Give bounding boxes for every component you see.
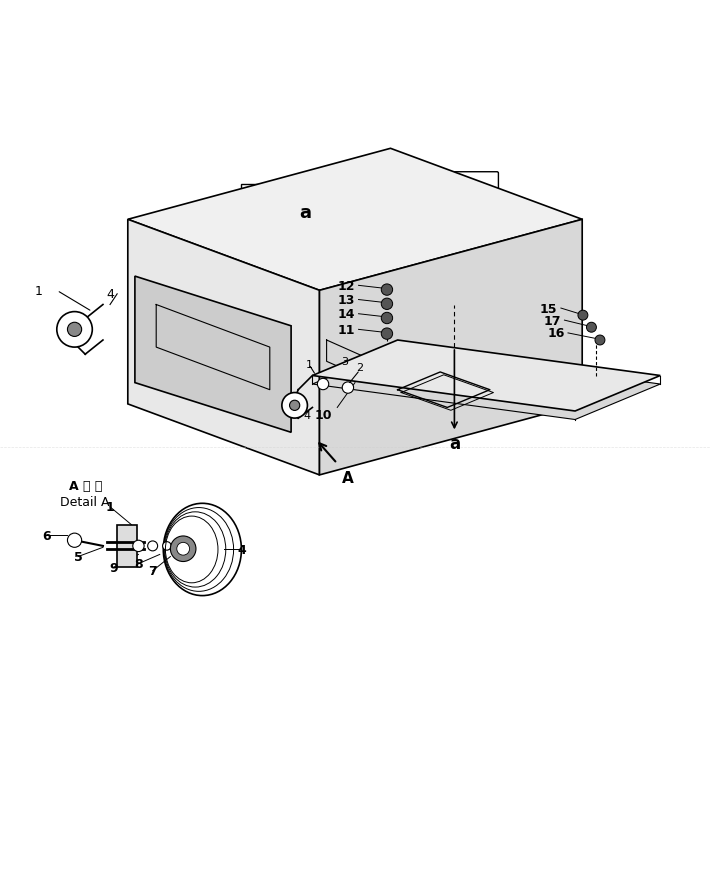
Text: 8: 8 bbox=[134, 558, 143, 570]
Circle shape bbox=[381, 313, 393, 325]
Text: Detail A: Detail A bbox=[60, 495, 110, 508]
Text: 2: 2 bbox=[356, 363, 364, 373]
Text: 13: 13 bbox=[338, 294, 355, 307]
Text: 12: 12 bbox=[337, 280, 355, 292]
Polygon shape bbox=[128, 220, 320, 476]
Text: 4: 4 bbox=[303, 410, 310, 420]
Circle shape bbox=[317, 379, 329, 391]
Text: 3: 3 bbox=[341, 357, 348, 367]
Polygon shape bbox=[312, 350, 660, 420]
Circle shape bbox=[177, 543, 190, 555]
Text: 5: 5 bbox=[74, 551, 82, 563]
Circle shape bbox=[290, 401, 300, 411]
Text: 4: 4 bbox=[237, 544, 246, 556]
FancyBboxPatch shape bbox=[368, 173, 442, 193]
Bar bbox=[117, 525, 137, 568]
Text: 14: 14 bbox=[337, 308, 355, 321]
Circle shape bbox=[282, 393, 307, 418]
Text: 9: 9 bbox=[109, 561, 118, 574]
Circle shape bbox=[381, 329, 393, 340]
Circle shape bbox=[586, 323, 596, 333]
Circle shape bbox=[67, 534, 82, 548]
Ellipse shape bbox=[163, 503, 241, 596]
Circle shape bbox=[178, 543, 185, 550]
Polygon shape bbox=[312, 341, 660, 411]
Text: 1: 1 bbox=[35, 284, 43, 298]
Text: 10: 10 bbox=[315, 409, 332, 422]
Circle shape bbox=[170, 536, 196, 562]
Text: 16: 16 bbox=[547, 327, 564, 340]
Text: a: a bbox=[300, 204, 311, 222]
Text: a: a bbox=[449, 434, 460, 452]
Circle shape bbox=[381, 299, 393, 310]
Bar bbox=[241, 184, 341, 249]
Text: 1: 1 bbox=[106, 501, 114, 514]
Text: A 詳 細: A 詳 細 bbox=[68, 479, 102, 493]
FancyBboxPatch shape bbox=[268, 187, 328, 207]
Text: 1: 1 bbox=[305, 359, 312, 370]
Text: 7: 7 bbox=[148, 565, 157, 578]
Circle shape bbox=[578, 311, 588, 321]
Circle shape bbox=[133, 541, 144, 552]
Circle shape bbox=[342, 383, 354, 394]
Circle shape bbox=[163, 542, 171, 551]
Polygon shape bbox=[128, 149, 582, 291]
Polygon shape bbox=[320, 220, 582, 476]
Text: 6: 6 bbox=[42, 529, 50, 542]
Circle shape bbox=[57, 312, 92, 348]
Text: 15: 15 bbox=[540, 302, 557, 316]
Polygon shape bbox=[135, 277, 291, 433]
Text: 17: 17 bbox=[543, 315, 561, 327]
Text: 4: 4 bbox=[106, 288, 114, 301]
Circle shape bbox=[381, 284, 393, 296]
Text: A: A bbox=[342, 470, 354, 485]
Circle shape bbox=[67, 323, 82, 337]
Text: 11: 11 bbox=[337, 324, 355, 336]
FancyBboxPatch shape bbox=[453, 173, 498, 193]
Circle shape bbox=[148, 542, 158, 552]
Circle shape bbox=[595, 335, 605, 346]
